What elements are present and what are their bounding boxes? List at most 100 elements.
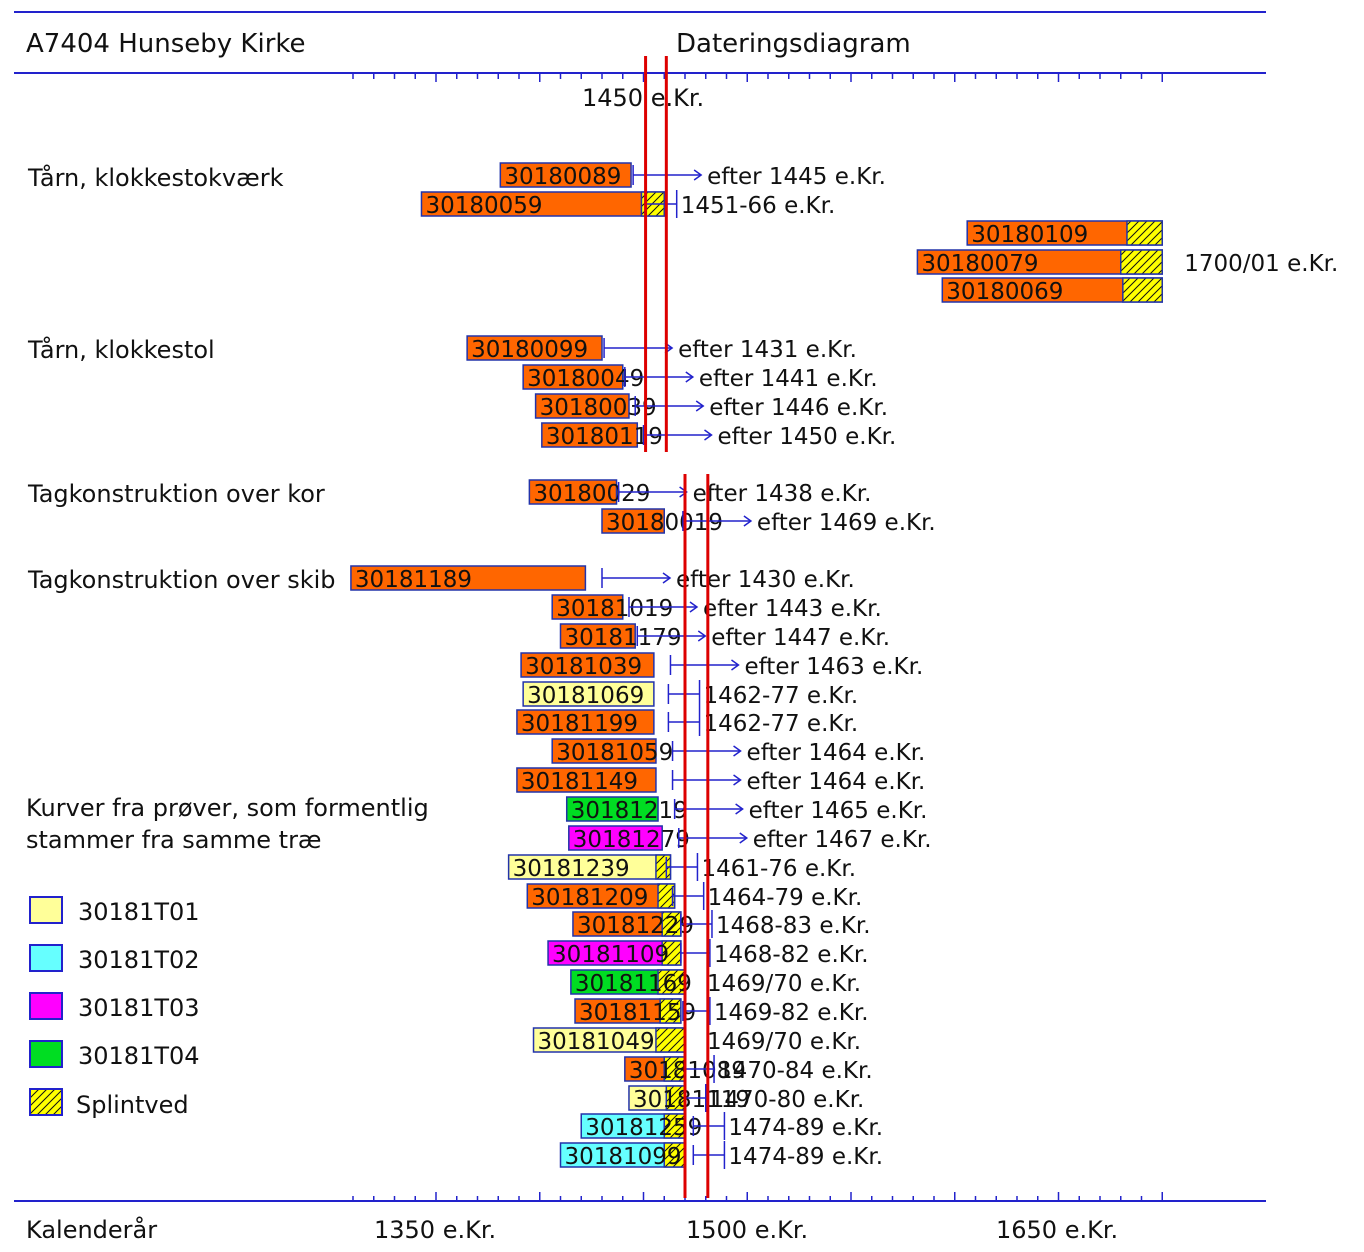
sample-bar: [551, 594, 624, 620]
legend-note-line2: stammer fra samme træ: [26, 826, 322, 854]
sample-bar: [466, 335, 603, 361]
sample-bar: [520, 652, 655, 678]
dating-label: 1469-82 e.Kr.: [714, 1000, 869, 1026]
bracket-arrowhead: [735, 803, 744, 815]
sample-bar: [565, 796, 659, 822]
bracket-arrowhead: [697, 630, 707, 642]
bracket-arrowhead: [704, 429, 713, 441]
sample-id-label: 30181239: [513, 856, 630, 882]
dating-label: 1469/70 e.Kr.: [707, 971, 861, 997]
sample-id-label: 30180109: [971, 222, 1088, 248]
sample-30180069: 30180069: [941, 277, 1163, 305]
sample-30181209: 30181209 1464-79 e.Kr.: [526, 882, 863, 911]
dating-label: 1461-76 e.Kr.: [701, 856, 856, 882]
dating-label: 1464-79 e.Kr.: [708, 885, 863, 911]
sample-id-label: 30181109: [552, 942, 669, 968]
dating-label: 1474-89 e.Kr.: [728, 1115, 883, 1141]
sample-30180089: 30180089 efter 1445 e.Kr.: [499, 162, 886, 190]
dating-label: 1700/01 e.Kr.: [1184, 251, 1338, 277]
bracket-arrowhead: [743, 515, 753, 527]
site-title: A7404 Hunseby Kirke: [26, 29, 306, 59]
sample-id-label: 30181089: [629, 1058, 746, 1084]
sample-bar: [420, 191, 665, 217]
top-axis-label-1450: 1450 e.Kr.: [582, 84, 704, 112]
sample-bar: [551, 738, 657, 764]
group-label-skib: Tagkonstruktion over skib: [27, 566, 336, 594]
sample-30180119: 30180119 efter 1450 e.Kr.: [541, 422, 896, 450]
legend-label-sapwood: Splintved: [76, 1091, 189, 1119]
dating-label: efter 1441 e.Kr.: [699, 366, 878, 392]
tick-label-1350: 1350 e.Kr.: [374, 1216, 496, 1244]
legend-note-line1: Kurver fra prøver, som formentlig: [26, 794, 429, 822]
sapwood-segment: [1120, 249, 1163, 275]
sample-id-label: 30180019: [606, 510, 723, 536]
sample-bar: [522, 364, 624, 390]
sample-30181279: 30181279 efter 1467 e.Kr.: [568, 825, 932, 853]
sample-id-label: 30181039: [525, 654, 642, 680]
dating-label: efter 1464 e.Kr.: [747, 740, 926, 766]
sample-30181189: 30181189 efter 1430 e.Kr.: [350, 565, 855, 593]
sample-30180049: 30180049 efter 1441 e.Kr.: [522, 364, 878, 392]
sample-id-label: 30180039: [540, 395, 657, 421]
dating-label: efter 1465 e.Kr.: [749, 798, 928, 824]
dating-label: efter 1446 e.Kr.: [709, 395, 888, 421]
sample-id-label: 30181179: [565, 625, 682, 651]
dating-label: efter 1447 e.Kr.: [711, 625, 890, 651]
sample-bar: [601, 508, 665, 534]
group-label-kor: Tagkonstruktion over kor: [27, 480, 325, 508]
sample-30181219: 30181219 efter 1465 e.Kr.: [565, 796, 928, 824]
sample-id-label: 30181259: [585, 1115, 702, 1141]
dating-label: efter 1445 e.Kr.: [707, 164, 886, 190]
dating-label: 1474-89 e.Kr.: [728, 1144, 883, 1170]
sample-id-label: 30181169: [575, 971, 692, 997]
sample-30181179: 30181179 efter 1447 e.Kr.: [559, 623, 890, 651]
sample-30181019: 30181019 efter 1443 e.Kr.: [551, 594, 882, 622]
sample-id-label: 30181189: [355, 567, 472, 593]
diagram-title: Dateringsdiagram: [676, 29, 911, 59]
sample-30181199: 30181199 1462-77 e.Kr.: [516, 708, 858, 737]
sample-30180059: 30180059 1451-66 e.Kr.: [420, 190, 836, 219]
bracket-arrowhead: [695, 400, 705, 412]
sample-id-label: 30180029: [533, 481, 650, 507]
sample-30181169: 30181169 1469/70 e.Kr.: [570, 969, 861, 997]
dating-label: efter 1438 e.Kr.: [693, 481, 872, 507]
chart-marks: 30180089 efter 1445 e.Kr. 30180059 1451-66 …: [350, 162, 1338, 1170]
group-label-klokkestokvaerk: Tårn, klokkestokværk: [27, 163, 284, 192]
dating-label: efter 1463 e.Kr.: [744, 654, 923, 680]
bracket-arrowhead: [689, 601, 699, 613]
sample-30181239: 30181239 1461-76 e.Kr.: [507, 853, 856, 882]
dating-label: 1470-80 e.Kr.: [710, 1087, 865, 1113]
legend-swatch-t02: [29, 944, 63, 972]
sample-bar: [541, 422, 639, 448]
dating-label: efter 1443 e.Kr.: [703, 596, 882, 622]
tick-label-1500: 1500 e.Kr.: [686, 1216, 808, 1244]
group-label-klokkestol: Tårn, klokkestol: [27, 335, 215, 364]
dating-label: efter 1469 e.Kr.: [757, 510, 936, 536]
legend: 30181T01 30181T02 30181T03 30181T04 Spli…: [29, 896, 200, 1119]
sample-bar: [516, 767, 657, 793]
bracket-arrowhead: [739, 832, 749, 844]
sample-bar: [534, 393, 630, 419]
sample-bar: [528, 479, 618, 505]
legend-swatch-t01: [29, 896, 63, 924]
red-lines: [644, 56, 710, 1198]
sample-id-label: 30181099: [565, 1144, 682, 1170]
sample-id-label: 30181209: [531, 885, 648, 911]
sample-30181159: 30181159 1469-82 e.Kr.: [574, 997, 869, 1026]
sample-30181069: 30181069 1462-77 e.Kr.: [522, 680, 858, 709]
legend-swatch-t04: [29, 1040, 63, 1068]
sample-30181259: 30181259 1474-89 e.Kr.: [580, 1112, 883, 1141]
sample-30180019: 30180019 efter 1469 e.Kr.: [601, 508, 936, 536]
dating-label: efter 1430 e.Kr.: [676, 567, 855, 593]
legend-label-t04: 30181T04: [78, 1042, 200, 1070]
bracket-arrowhead: [733, 745, 742, 757]
dating-label: 1451-66 e.Kr.: [681, 193, 836, 219]
sample-30180029: 30180029 efter 1438 e.Kr.: [528, 479, 872, 507]
legend-swatch-sapwood: [29, 1088, 63, 1116]
sample-bar: [507, 854, 672, 880]
sample-id-label: 30181219: [571, 798, 688, 824]
sample-30181059: 30181059 efter 1464 e.Kr.: [551, 738, 926, 766]
